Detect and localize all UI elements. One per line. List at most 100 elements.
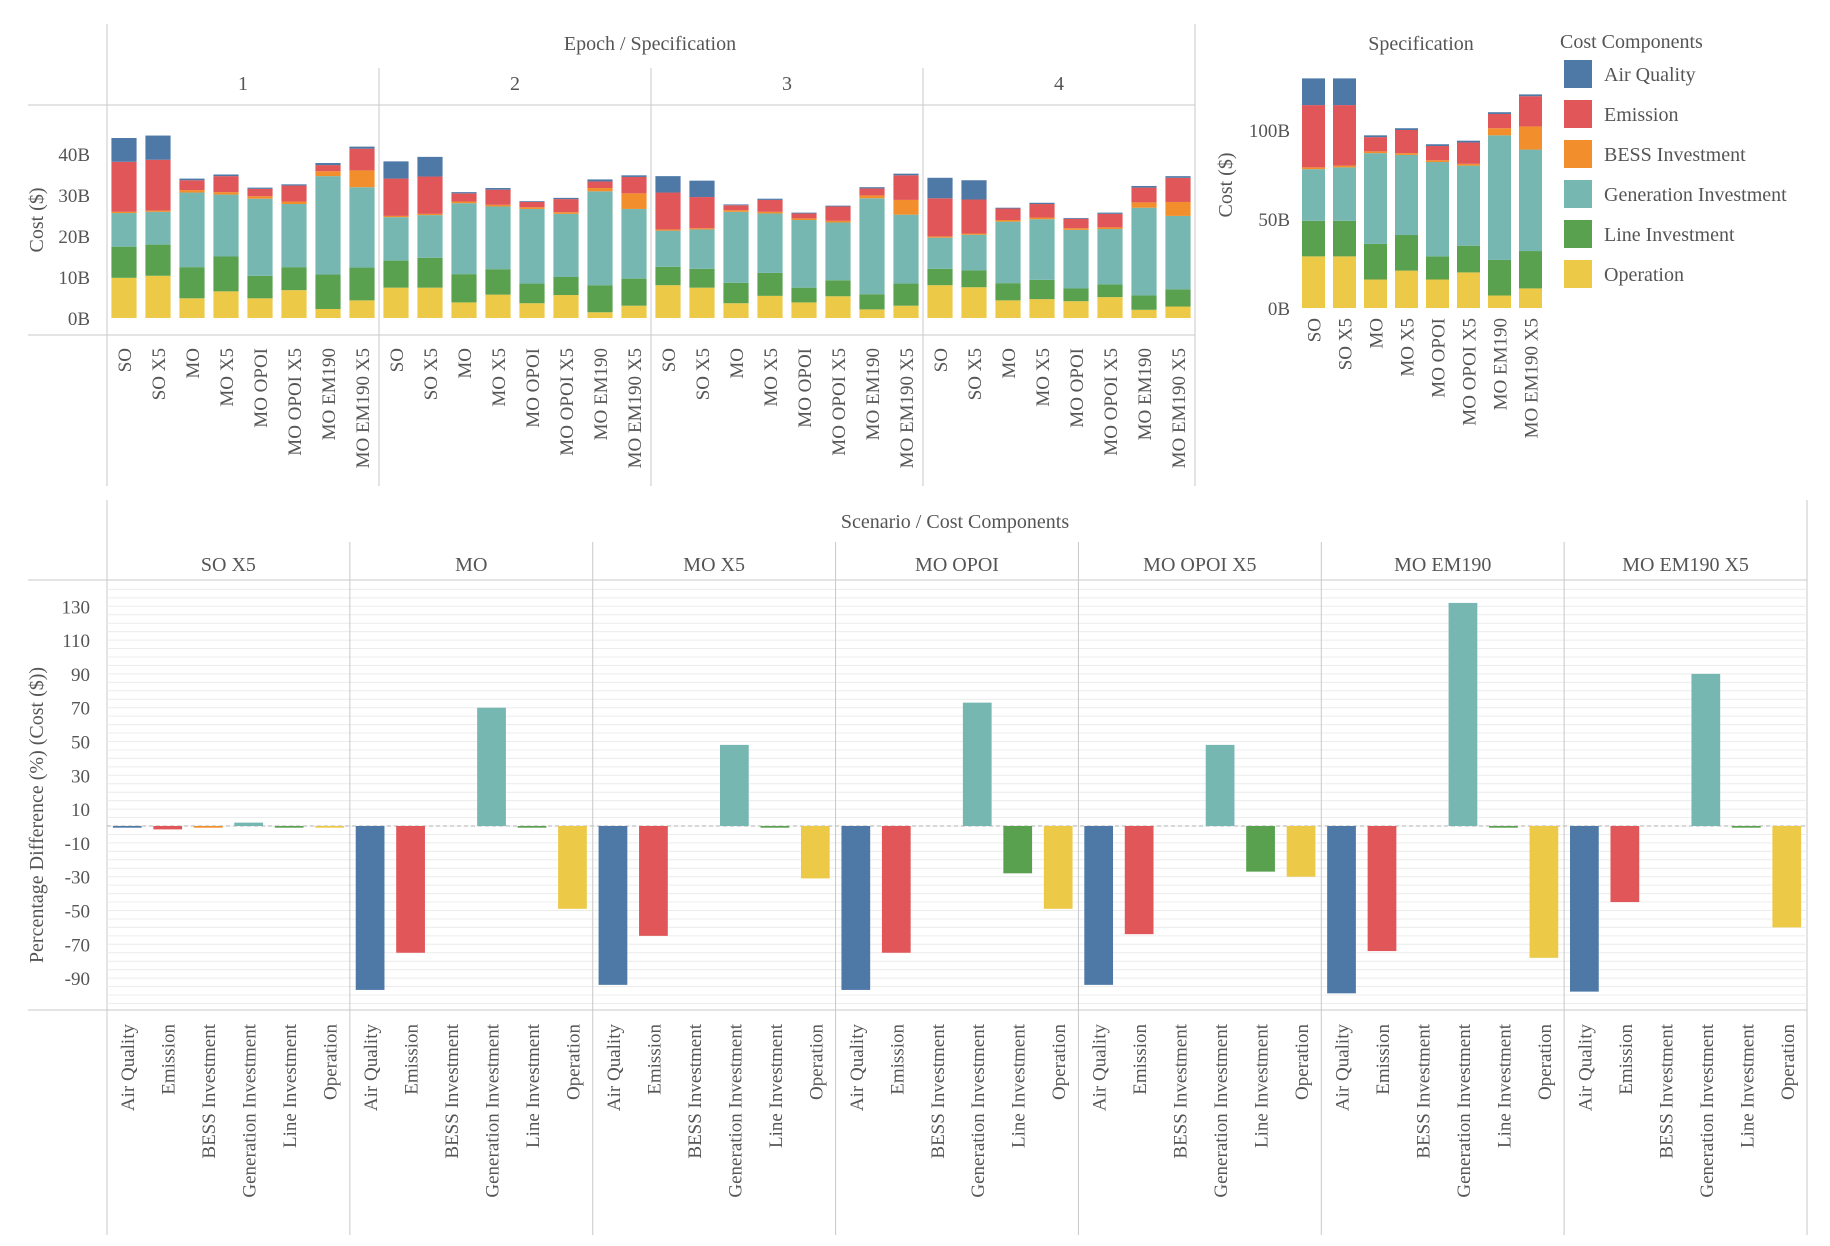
scenario-bar-mo-em190-x5-air-quality [1570,826,1599,992]
epoch2-bar-so-bess-investment [383,215,409,218]
scenario-chart-ylabel: Percentage Difference (%) (Cost ($)) [26,667,48,963]
spec-bar-mo-opoi-x5-operation [1457,272,1480,308]
spec-ytick-0b: 0B [1268,299,1290,320]
epoch3-bar-mo-opoi-bess-investment [791,218,817,221]
scenario-bar-mo-opoi-air-quality [841,826,871,990]
spec-bar-mo-em190-bess-investment [1488,128,1511,136]
epoch4-bar-so-generation-investment [927,237,953,269]
epoch1-bar-so-x5-operation [145,275,171,318]
epoch1-bar-mo-operation [179,298,205,318]
legend-label-generation-investment: Generation Investment [1604,184,1787,206]
epoch3-bar-mo-em190-x5-generation-investment [893,214,919,284]
scenario-xtick-mo-x5-bess-investment: BESS Investment [685,1023,706,1158]
scenario-bar-mo-em190-air-quality [1327,826,1356,994]
epoch3-bar-mo-em190-air-quality [859,187,885,189]
epoch2-bar-mo-line-investment [451,274,477,303]
epoch1-bar-mo-opoi-x5-line-investment [281,267,307,291]
epoch2-bar-mo-opoi-x5-line-investment [553,277,579,296]
spec-bar-mo-operation [1364,279,1387,308]
epoch2-bar-mo-em190-line-investment [587,285,613,313]
epoch4-bar-mo-x5-bess-investment [1029,217,1055,220]
legend-label-bess-investment: BESS Investment [1604,144,1746,166]
epoch1-bar-mo-x5-air-quality [213,174,239,177]
epoch1-bar-so-emission [111,161,137,212]
epoch4-bar-mo-em190-generation-investment [1131,207,1157,296]
epoch2-bar-mo-x5-air-quality [485,188,511,190]
scenario-bar-mo-x5-emission [639,826,668,936]
spec-bar-mo-x5-operation [1395,270,1418,308]
scenario-bar-mo-x5-line-investment [760,826,790,828]
epoch1-bar-so-x5-emission [145,159,171,211]
epoch1-bar-mo-air-quality [179,178,205,181]
scenario-bar-mo-em190-x5-operation [1772,826,1802,928]
epoch3-bar-so-air-quality [655,176,681,193]
epoch2-bar-so-line-investment [383,260,409,288]
epoch1-bar-so-x5-line-investment [145,244,171,276]
epoch4-xtick-so: SO [931,348,952,372]
legend-swatch-operation [1564,260,1592,288]
epoch1-bar-mo-em190-x5-generation-investment [349,187,375,268]
spec-xtick-mo: MO [1367,318,1388,349]
spec-xtick-mo-opoi-x5: MO OPOI X5 [1460,318,1481,426]
epoch2-bar-mo-x5-bess-investment [485,204,511,207]
epoch2-bar-mo-opoi-x5-operation [553,295,579,318]
epoch4-bar-mo-em190-x5-line-investment [1165,289,1191,307]
epoch4-bar-mo-x5-emission [1029,204,1055,218]
epoch2-xtick-so-x5: SO X5 [421,348,442,400]
spec-bar-mo-opoi-emission [1426,146,1449,161]
epoch2-bar-mo-em190-x5-air-quality [621,175,647,177]
epoch3-xtick-mo-em190: MO EM190 [863,348,884,440]
epoch3-bar-mo-x5-operation [757,295,783,318]
epoch3-bar-mo-opoi-x5-generation-investment [825,222,851,281]
epoch2-bar-so-x5-generation-investment [417,215,443,258]
epoch4-bar-mo-opoi-x5-line-investment [1097,284,1123,298]
spec-bar-mo-x5-emission [1395,130,1418,154]
epoch3-bar-mo-air-quality [723,204,749,206]
spec-bar-mo-em190-generation-investment [1488,135,1511,260]
scenario-xtick-mo-opoi-generation-investment: Generation Investment [968,1023,989,1197]
epoch1-bar-mo-opoi-x5-operation [281,290,307,318]
epoch4-bar-mo-x5-air-quality [1029,202,1055,205]
spec-xtick-mo-opoi: MO OPOI [1429,318,1450,398]
epoch2-bar-mo-em190-emission [587,181,613,189]
epoch1-bar-mo-opoi-x5-bess-investment [281,201,307,205]
scenario-ytick-30: 30 [71,766,90,787]
legend-swatch-air-quality [1564,60,1592,88]
epoch2-bar-mo-em190-x5-operation [621,305,647,318]
epoch4-bar-mo-em190-x5-air-quality [1165,176,1191,178]
spec-xtick-mo-em190-x5: MO EM190 X5 [1522,318,1543,438]
epoch4-bar-mo-x5-line-investment [1029,279,1055,300]
epoch4-bar-mo-opoi-x5-emission [1097,213,1123,228]
epoch3-bar-mo-x5-emission [757,199,783,212]
epoch3-bar-mo-line-investment [723,282,749,304]
epoch1-bar-mo-opoi-x5-air-quality [281,184,307,186]
epoch3-bar-mo-opoi-line-investment [791,287,817,303]
epoch3-bar-so-x5-bess-investment [689,228,715,230]
spec-ytick-50b: 50B [1258,210,1290,231]
epoch4-bar-so-x5-line-investment [961,270,987,288]
spec-bar-mo-em190-x5-line-investment [1519,251,1542,289]
scenario-bar-mo-line-investment [517,826,547,828]
epoch3-bar-so-x5-operation [689,287,715,318]
epoch2-bar-so-x5-line-investment [417,257,443,288]
epoch4-bar-so-operation [927,285,953,318]
scenario-bar-mo-emission [396,826,425,953]
scenario-xtick-mo-em190-generation-investment: Generation Investment [1454,1023,1475,1197]
epoch1-bar-mo-opoi-generation-investment [247,198,273,276]
scenario-xtick-mo-em190-x5-operation: Operation [1778,1024,1799,1100]
scenario-xtick-mo-em190-air-quality: Air Quality [1333,1024,1354,1112]
scenario-xtick-mo-emission: Emission [402,1024,423,1095]
epoch4-bar-mo-line-investment [995,283,1021,301]
epoch1-bar-so-line-investment [111,246,137,278]
epoch2-bar-so-x5-bess-investment [417,213,443,216]
scenario-bar-mo-x5-air-quality [598,826,628,985]
scenario-bar-mo-em190-x5-line-investment [1731,826,1761,828]
epoch3-xtick-so: SO [659,348,680,372]
scenario-header-mo-em190-x5: MO EM190 X5 [1622,554,1749,576]
scenario-bar-mo-em190-generation-investment [1448,602,1478,826]
epoch4-bar-mo-opoi-x5-bess-investment [1097,227,1123,230]
epoch2-bar-mo-em190-x5-bess-investment [621,193,647,209]
spec-bar-so-x5-bess-investment [1333,165,1356,168]
epoch3-bar-so-bess-investment [655,229,681,231]
epoch4-bar-so-bess-investment [927,236,953,238]
